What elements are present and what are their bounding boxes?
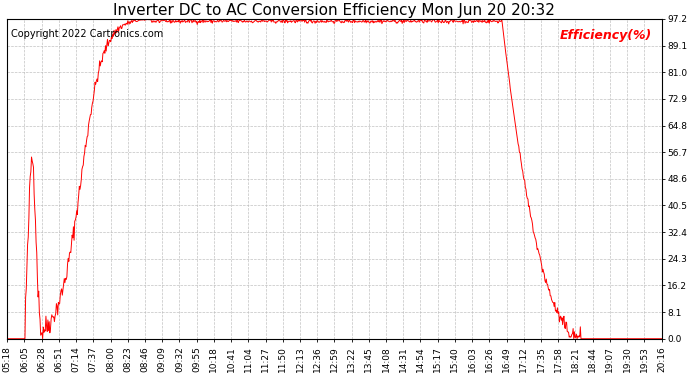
Text: Copyright 2022 Cartronics.com: Copyright 2022 Cartronics.com [10,28,163,39]
Title: Inverter DC to AC Conversion Efficiency Mon Jun 20 20:32: Inverter DC to AC Conversion Efficiency … [113,3,555,18]
Text: Efficiency(%): Efficiency(%) [560,28,652,42]
